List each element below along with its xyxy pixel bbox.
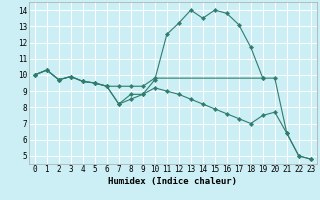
X-axis label: Humidex (Indice chaleur): Humidex (Indice chaleur) xyxy=(108,177,237,186)
